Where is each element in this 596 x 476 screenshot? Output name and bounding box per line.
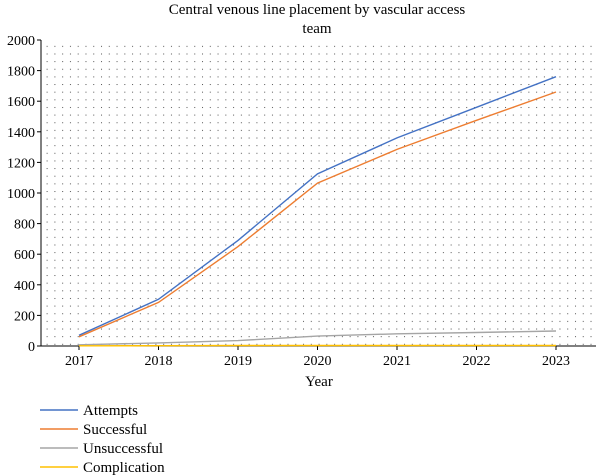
y-tick-label: 1000 — [7, 187, 35, 202]
y-tick-label: 200 — [14, 309, 35, 324]
legend: Attempts Successful Unsuccessful Complicati… — [40, 403, 165, 476]
chart-title-line-1: Central venous line placement by vascula… — [169, 2, 466, 18]
legend-label-attempts: Attempts — [83, 403, 138, 419]
series-line-successful — [78, 91, 557, 338]
plot-area — [40, 40, 596, 347]
x-axis-label: Year — [305, 374, 333, 390]
y-axis-ticks: 0 200 400 600 800 1000 1200 1400 1600 1800 2000 — [7, 34, 41, 355]
y-tick-label: 0 — [28, 340, 35, 355]
y-tick-label: 1800 — [7, 65, 35, 80]
legend-label-complication: Complication — [83, 460, 165, 476]
x-tick-label: 2019 — [224, 354, 252, 369]
x-tick-label: 2018 — [145, 354, 173, 369]
x-tick-label: 2017 — [65, 354, 93, 369]
series-lines — [78, 76, 557, 347]
chart-title-line-2: team — [302, 21, 331, 37]
series-line-attempts — [78, 76, 557, 336]
y-tick-label: 1600 — [7, 95, 35, 110]
y-tick-label: 1200 — [7, 156, 35, 171]
x-axis-ticks: 2017 2018 2019 2020 2021 2022 2023 — [65, 346, 570, 369]
grid-pattern — [41, 40, 596, 346]
x-tick-label: 2023 — [542, 354, 570, 369]
x-tick-label: 2020 — [304, 354, 332, 369]
series-line-unsuccessful — [78, 330, 557, 346]
y-tick-label: 800 — [14, 218, 35, 233]
y-tick-label: 600 — [14, 248, 35, 263]
legend-label-successful: Successful — [83, 422, 147, 438]
y-tick-label: 2000 — [7, 34, 35, 49]
y-tick-label: 400 — [14, 279, 35, 294]
x-tick-label: 2021 — [383, 354, 411, 369]
y-tick-label: 1400 — [7, 126, 35, 141]
legend-label-unsuccessful: Unsuccessful — [83, 441, 163, 457]
x-tick-label: 2022 — [463, 354, 491, 369]
